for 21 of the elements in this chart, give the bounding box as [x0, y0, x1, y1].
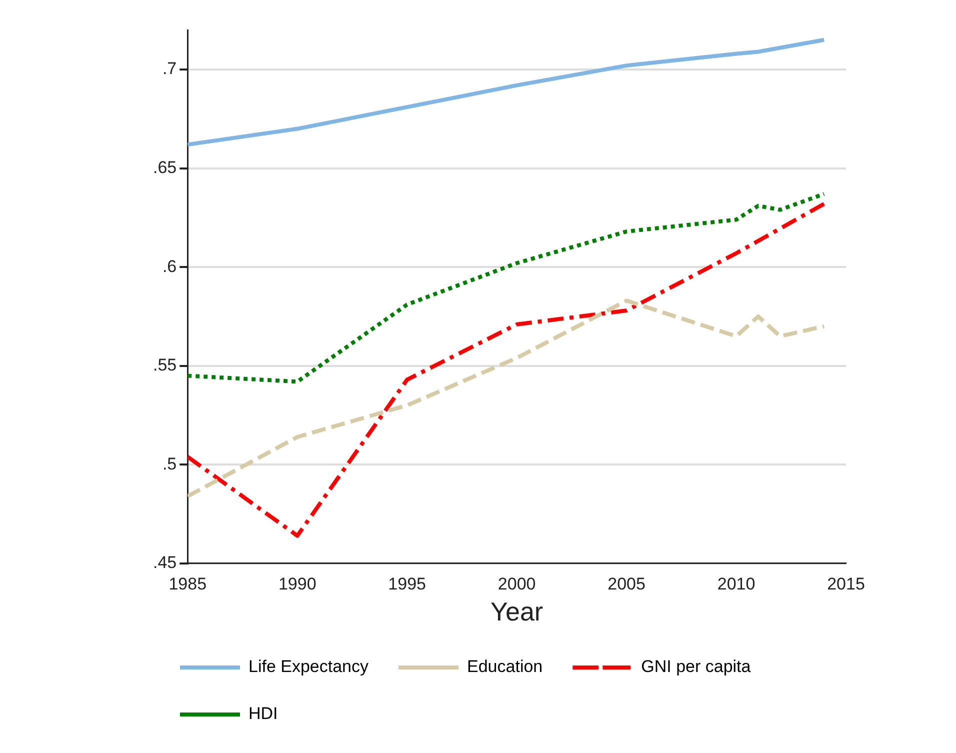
x-tick-label: 1985 [168, 574, 207, 594]
legend-label: Life Expectancy [248, 657, 370, 676]
y-tick-label: .45 [152, 553, 177, 572]
x-tick-label: 2005 [608, 574, 646, 594]
x-tick-label: 1990 [278, 574, 316, 594]
y-tick-label: .7 [162, 59, 177, 78]
x-axis-title: Year [490, 596, 544, 627]
y-tick-label: .65 [152, 158, 177, 177]
legend-label: HDI [248, 704, 278, 724]
x-tick-label: 1995 [388, 574, 426, 594]
line-series [188, 202, 826, 538]
legend-label: Education [467, 657, 543, 676]
legend-label: GNI per capita [641, 657, 752, 676]
y-tick-label: .55 [152, 356, 177, 375]
x-tick-label: 2015 [827, 574, 865, 594]
x-tick-label: 2000 [498, 574, 536, 594]
x-tick-label: 2010 [717, 574, 756, 594]
y-tick-label: .6 [162, 256, 177, 276]
line-series [188, 298, 826, 498]
y-tick-label: .5 [162, 454, 177, 474]
line-series [188, 192, 826, 384]
